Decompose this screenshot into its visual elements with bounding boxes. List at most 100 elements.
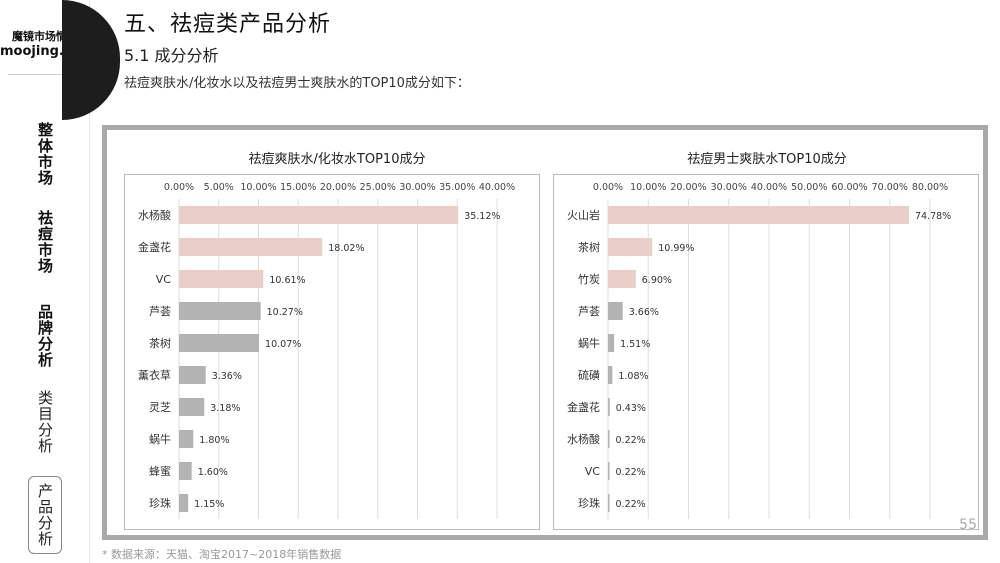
x-tick-label: 80.00%: [912, 182, 948, 193]
bar: [179, 270, 264, 288]
bar: [608, 334, 615, 352]
category-label: 蜂蜜: [149, 464, 171, 478]
category-label: 珍珠: [149, 496, 171, 510]
x-tick-label: 30.00%: [711, 182, 747, 193]
category-label: 水杨酸: [567, 432, 600, 446]
bar: [608, 398, 610, 416]
bar-value-label: 0.22%: [616, 499, 646, 510]
logo-divider: [8, 74, 84, 75]
chart-frame: 祛痘爽肤水/化妆水TOP10成分 祛痘男士爽肤水TOP10成分 0.00% 5.0…: [102, 125, 988, 540]
category-label: 蜗牛: [578, 336, 600, 350]
bar: [179, 398, 205, 416]
sidebar-item-product-analysis[interactable]: 产品分析: [0, 476, 90, 554]
x-tick-label: 50.00%: [791, 182, 827, 193]
bar: [179, 238, 323, 256]
bar: [179, 366, 206, 384]
bar: [608, 462, 610, 480]
category-label: 薰衣草: [138, 368, 171, 382]
sidebar-item-label: 类目分析: [36, 390, 54, 454]
bar-value-label: 0.43%: [616, 403, 646, 414]
sidebar-item-category-analysis[interactable]: 类目分析: [0, 390, 90, 454]
chart-panel-left: 0.00% 5.00% 10.00% 15.00% 20.00% 25.00% 30.00%…: [124, 174, 540, 530]
sidebar-item-label: 祛痘市场: [36, 210, 54, 274]
chart-title-left: 祛痘爽肤水/化妆水TOP10成分: [248, 152, 426, 167]
bar-value-label: 0.22%: [616, 467, 646, 478]
category-label: 竹炭: [578, 272, 600, 286]
x-tick-label: 0.00%: [593, 182, 623, 193]
bar-value-label: 3.18%: [210, 403, 240, 414]
x-tick-label: 60.00%: [831, 182, 867, 193]
sidebar-item-label: 品牌分析: [36, 304, 54, 368]
bar-value-label: 10.61%: [269, 275, 305, 286]
category-label: 火山岩: [567, 208, 600, 222]
bar-value-label: 1.08%: [618, 371, 648, 382]
section-subtitle: 5.1 成分分析: [124, 46, 219, 65]
x-tick-label: 10.00%: [630, 182, 666, 193]
category-label: 茶树: [578, 240, 600, 254]
bar: [179, 430, 194, 448]
section-description: 祛痘爽肤水/化妆水以及祛痘男士爽肤水的TOP10成分如下：: [124, 76, 470, 91]
x-tick-label: 70.00%: [872, 182, 908, 193]
bar: [608, 238, 653, 256]
x-tick-label: 0.00%: [164, 182, 194, 193]
header-half-circle: [62, 0, 120, 120]
bar: [179, 462, 192, 480]
bar-value-label: 35.12%: [464, 211, 500, 222]
bar-value-label: 3.36%: [212, 371, 242, 382]
category-label: VC: [585, 465, 601, 478]
x-tick-label: 20.00%: [670, 182, 706, 193]
bar-value-label: 6.90%: [642, 275, 672, 286]
chart-panel-right: 0.00% 10.00% 20.00% 30.00% 40.00% 50.00% 60.00…: [553, 174, 979, 530]
bar-value-label: 1.80%: [199, 435, 229, 446]
data-source-note: * 数据来源：天猫、淘宝2017~2018年销售数据: [102, 548, 342, 561]
bar-chart-left: 0.00% 5.00% 10.00% 15.00% 20.00% 25.00% 30.00%…: [138, 182, 515, 519]
bar: [608, 206, 909, 224]
category-label: 茶树: [149, 336, 171, 350]
x-tick-label: 20.00%: [320, 182, 356, 193]
bar-value-label: 10.27%: [267, 307, 303, 318]
category-label: 芦荟: [578, 304, 600, 318]
bar: [608, 302, 623, 320]
sidebar-item-overall-market[interactable]: 整体市场: [0, 122, 90, 186]
category-label: VC: [156, 273, 172, 286]
x-tick-label: 40.00%: [479, 182, 515, 193]
bar: [608, 430, 610, 448]
page-title: 五、祛痘类产品分析: [124, 12, 332, 37]
sidebar-item-label: 整体市场: [36, 122, 54, 186]
category-label: 硫磺: [578, 368, 600, 382]
bar: [179, 302, 261, 320]
bar-value-label: 1.15%: [194, 499, 224, 510]
bar: [608, 270, 636, 288]
chart-title-right: 祛痘男士爽肤水TOP10成分: [687, 152, 847, 167]
x-tick-label: 35.00%: [439, 182, 475, 193]
sidebar-item-brand-analysis[interactable]: 品牌分析: [0, 304, 90, 368]
category-label: 金盏花: [138, 240, 171, 254]
bar-value-label: 10.07%: [265, 339, 301, 350]
x-tick-label: 5.00%: [204, 182, 234, 193]
x-tick-label: 25.00%: [360, 182, 396, 193]
x-tick-label: 30.00%: [399, 182, 435, 193]
bar-chart-right: 0.00% 10.00% 20.00% 30.00% 40.00% 50.00% 60.00…: [567, 182, 951, 519]
category-label: 芦荟: [149, 304, 171, 318]
sidebar-item-acne-market[interactable]: 祛痘市场: [0, 210, 90, 274]
category-label: 蜗牛: [149, 432, 171, 446]
active-item-box: 产品分析: [28, 476, 62, 554]
category-label: 珍珠: [578, 496, 600, 510]
bar-value-label: 10.99%: [658, 243, 694, 254]
bar: [179, 206, 459, 224]
bar: [179, 494, 189, 512]
logo-text-cn: 魔镜市场情报: [12, 30, 78, 43]
page-number: 55: [959, 517, 977, 533]
x-tick-label: 40.00%: [751, 182, 787, 193]
bar-value-label: 1.60%: [198, 467, 228, 478]
bar: [608, 366, 613, 384]
bar-value-label: 0.22%: [616, 435, 646, 446]
x-tick-label: 10.00%: [240, 182, 276, 193]
bar-value-label: 1.51%: [620, 339, 650, 350]
category-label: 金盏花: [567, 400, 600, 414]
bar-value-label: 3.66%: [629, 307, 659, 318]
sidebar-item-label: 产品分析: [36, 483, 54, 547]
x-tick-label: 15.00%: [280, 182, 316, 193]
category-label: 灵芝: [149, 401, 171, 414]
category-label: 水杨酸: [138, 208, 171, 222]
